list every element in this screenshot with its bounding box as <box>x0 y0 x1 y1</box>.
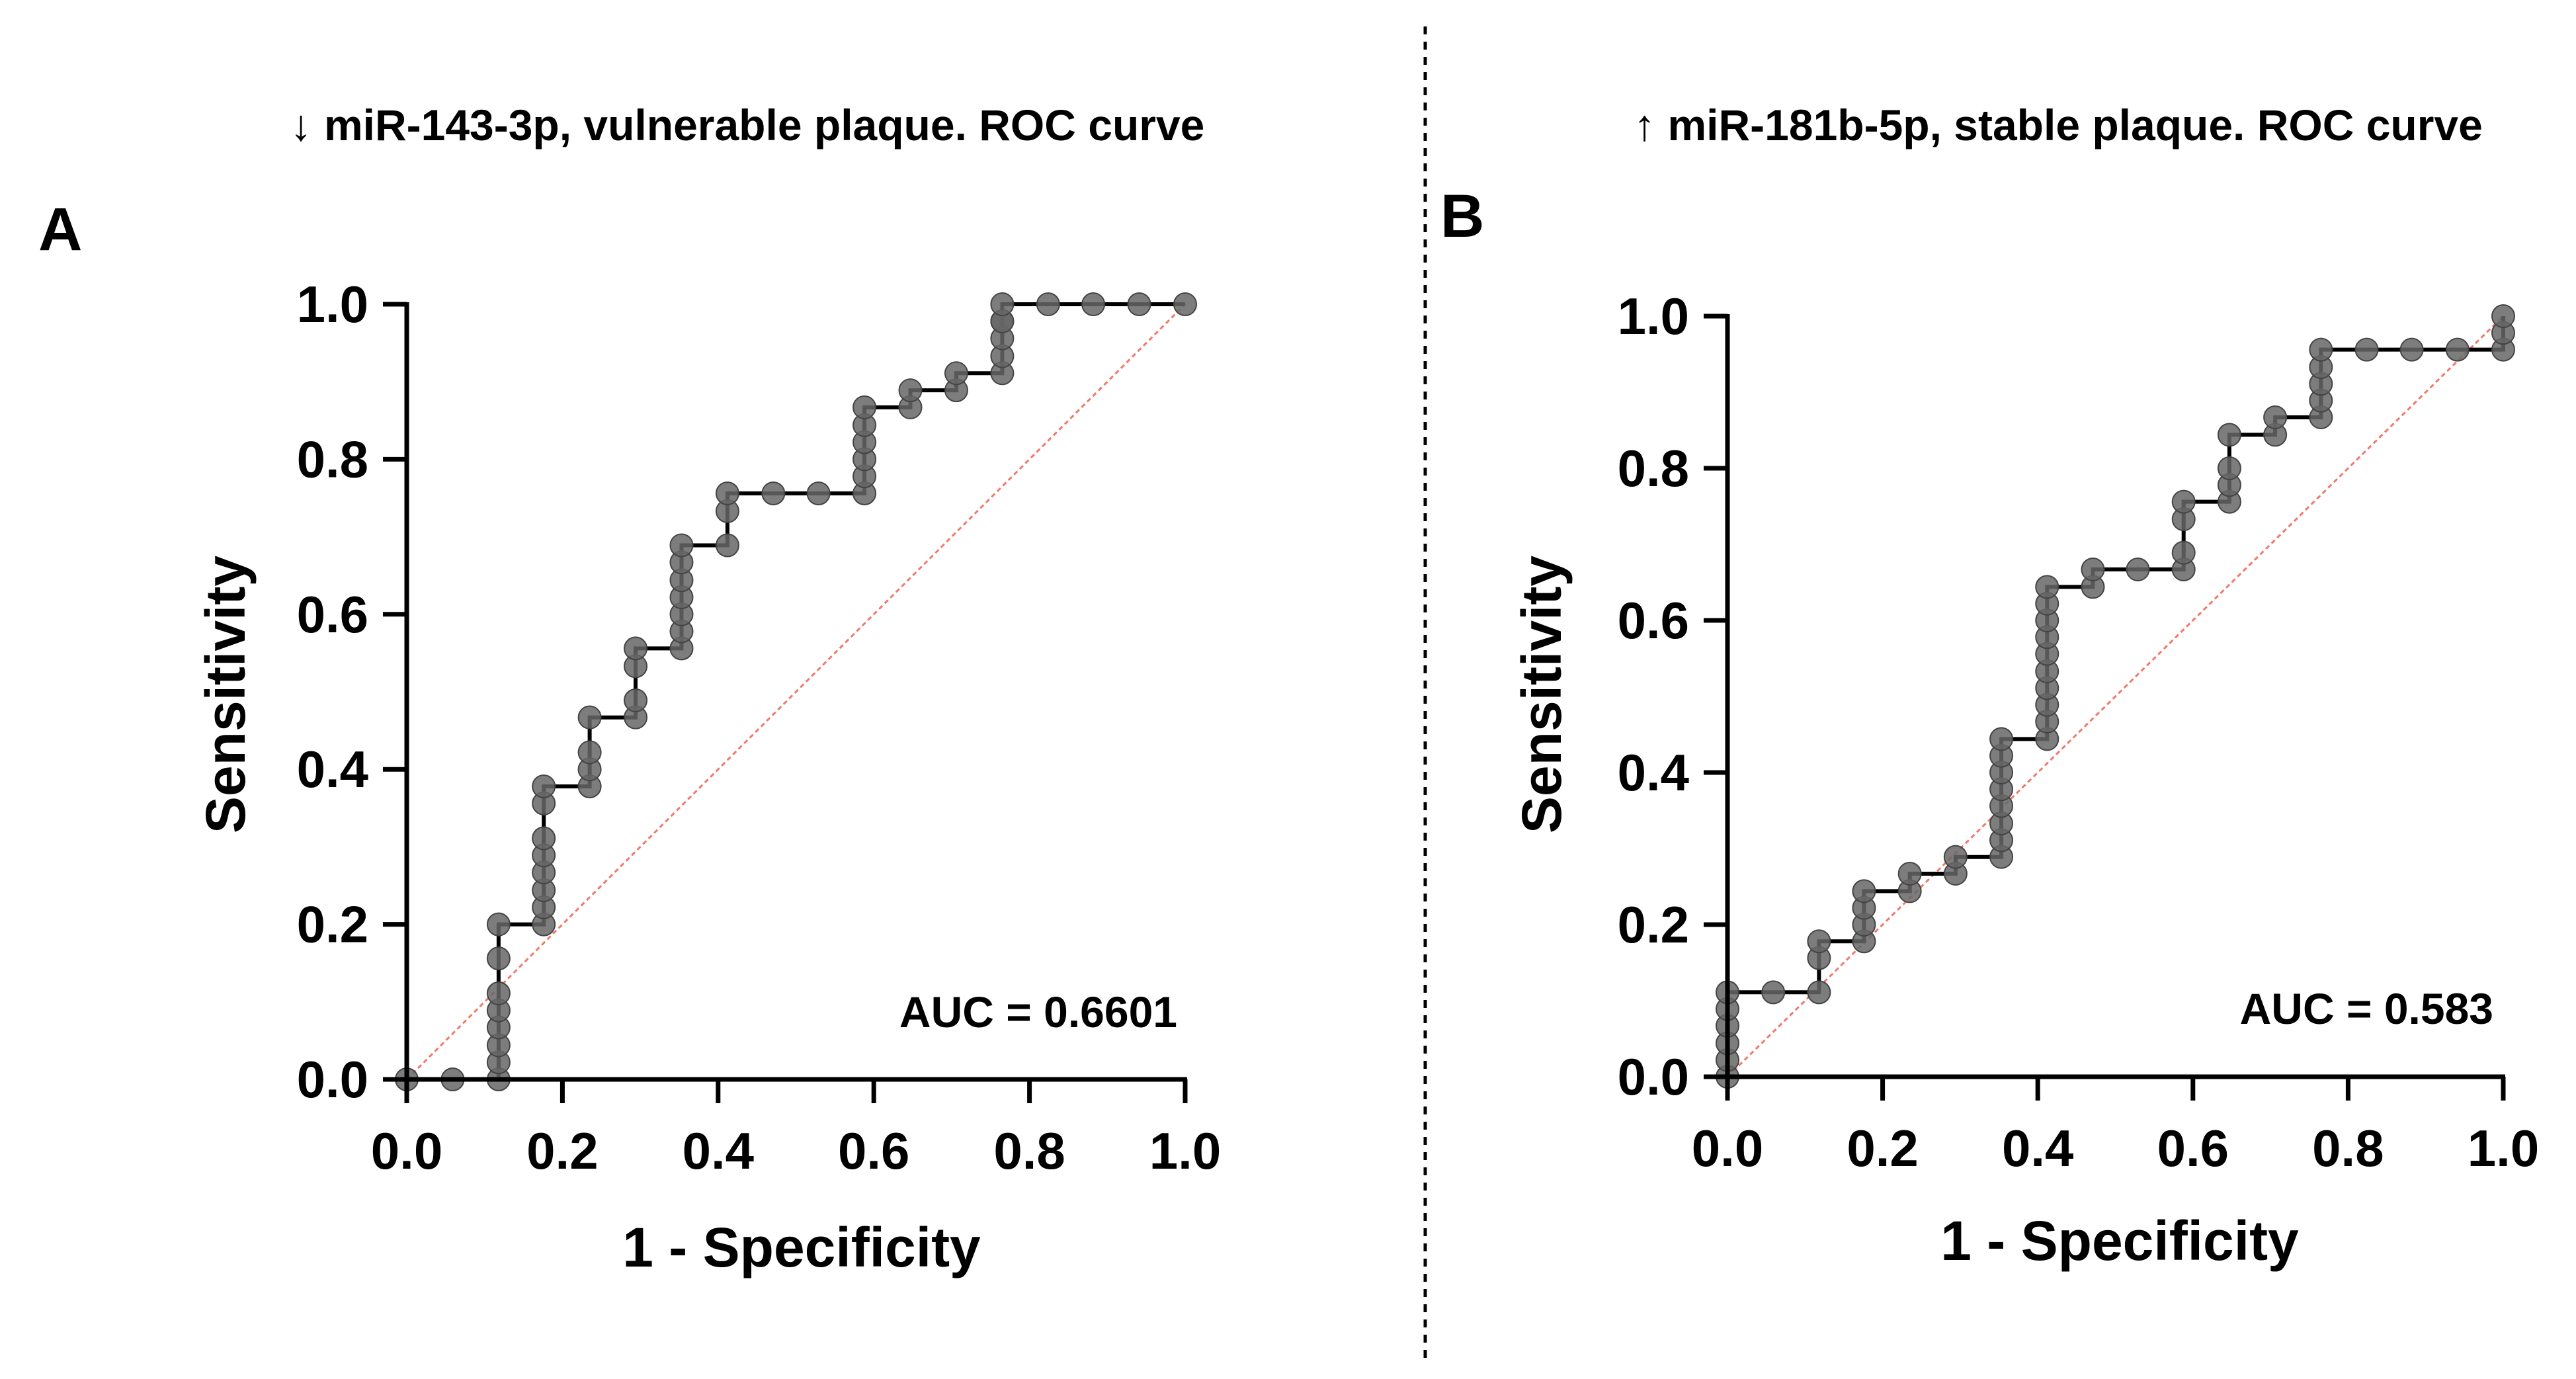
panel-b-roc-point <box>2126 557 2150 581</box>
panel-a-roc-point <box>715 533 739 558</box>
panel-a-plot: 0.0 0.2 0.4 0.6 0.8 1.0 0.0 0.2 0.4 0.6 0.8 1.0 <box>297 275 1222 1180</box>
panel-a-roc-point <box>532 774 556 798</box>
panel-a-y-tick-label: 0.0 <box>297 1050 368 1108</box>
up-arrow-icon: ↑ <box>1634 101 1655 149</box>
panel-b-roc-point <box>2445 337 2470 362</box>
panel-a-roc-point <box>715 481 739 505</box>
panel-a-y-tick-label: 0.8 <box>297 430 368 488</box>
panel-a-roc-point <box>532 826 556 851</box>
panel-a-roc-point <box>761 481 786 505</box>
panel-a-roc-point <box>486 981 511 1005</box>
panel-a-y-tick-label: 0.4 <box>297 740 368 798</box>
panel-a-roc-point <box>669 533 694 558</box>
panel-a: ↓ miR-143-3p, vulnerable plaque. ROC cur… <box>38 101 1221 1278</box>
panel-b: ↑ miR-181b-5p, stable plaque. ROC curve … <box>1440 101 2539 1272</box>
panel-a-roc-point <box>624 688 648 712</box>
panel-b-x-tick-label: 1.0 <box>2468 1119 2539 1177</box>
panel-a-y-tick-label: 0.2 <box>297 896 368 954</box>
panel-b-y-tick-label: 0.4 <box>1618 743 1689 802</box>
panel-b-roc-point <box>2217 456 2241 480</box>
panel-a-x-tick-label: 0.4 <box>683 1122 754 1180</box>
panel-a-roc-point <box>898 378 923 403</box>
panel-b-plot: 0.0 0.2 0.4 0.6 0.8 1.0 0.0 0.2 0.4 0.6 0.8 1.0 <box>1618 287 2540 1177</box>
panel-a-x-axis-label: 1 - Specificity <box>622 1216 981 1278</box>
panel-b-roc-point <box>1943 845 1968 869</box>
panel-b-roc-point <box>2399 337 2424 362</box>
panel-a-label: A <box>38 196 82 263</box>
panel-a-y-tick-label: 0.6 <box>297 585 368 644</box>
panel-a-x-tick-label: 0.6 <box>838 1122 909 1180</box>
panel-b-title-text: miR-181b-5p, stable plaque. ROC curve <box>1668 101 2483 149</box>
panel-a-reference-line <box>405 303 1186 1081</box>
down-arrow-icon: ↓ <box>290 101 312 149</box>
panel-a-roc-point <box>624 636 648 661</box>
panel-a-roc-point <box>806 481 831 505</box>
panel-b-roc-point <box>2171 540 2196 565</box>
panel-b-roc-point <box>2491 304 2515 328</box>
panel-b-title: ↑ miR-181b-5p, stable plaque. ROC curve <box>1634 101 2483 149</box>
panel-b-roc-point <box>1852 879 1876 903</box>
panel-b-x-tick-label: 0.8 <box>2312 1119 2384 1177</box>
panel-a-title: ↓ miR-143-3p, vulnerable plaque. ROC cur… <box>290 101 1205 149</box>
panel-a-roc-point <box>577 740 602 765</box>
panel-a-x-tick-label: 1.0 <box>1149 1122 1221 1180</box>
panel-b-roc-point <box>2217 423 2241 447</box>
panel-b-roc-point <box>2354 337 2379 362</box>
panel-b-roc-point <box>1897 861 1922 886</box>
panel-a-y-axis-label: Sensitivity <box>194 556 257 833</box>
panel-a-roc-point <box>577 705 602 730</box>
panel-a-x-tick-label: 0.8 <box>993 1122 1065 1180</box>
panel-a-y-tick-label: 1.0 <box>297 275 368 333</box>
panel-a-roc-point <box>1081 292 1106 316</box>
panel-b-y-axis-label: Sensitivity <box>1511 556 1573 833</box>
panel-a-title-text: miR-143-3p, vulnerable plaque. ROC curve <box>324 101 1204 149</box>
panel-b-y-tick-label: 0.0 <box>1618 1048 1689 1106</box>
panel-b-roc-point <box>2171 489 2196 514</box>
panel-b-reference-line <box>1726 315 2505 1078</box>
panel-b-roc-point <box>2035 575 2059 599</box>
panel-a-roc-point <box>1173 292 1197 316</box>
panel-a-roc-point <box>1127 292 1151 316</box>
panel-b-roc-point <box>1989 727 2014 751</box>
panel-a-roc-point <box>852 395 877 419</box>
panel-a-x-tick-label: 0.2 <box>526 1122 598 1180</box>
panel-b-roc-point <box>1761 980 1786 1005</box>
panel-a-roc-point <box>990 292 1015 316</box>
panel-a-x-tick-label: 0.0 <box>371 1122 442 1180</box>
panel-b-x-tick-label: 0.2 <box>1847 1119 1918 1177</box>
panel-b-label: B <box>1440 183 1484 250</box>
panel-b-x-tick-label: 0.4 <box>2002 1119 2073 1177</box>
panel-b-x-axis-label: 1 - Specificity <box>1940 1210 2299 1272</box>
panel-b-roc-point <box>1807 980 1831 1005</box>
panel-b-x-tick-label: 0.6 <box>2157 1119 2229 1177</box>
panel-a-roc-point <box>944 361 968 386</box>
panel-a-auc-label: AUC = 0.6601 <box>899 987 1177 1036</box>
panel-a-roc-point <box>1036 292 1060 316</box>
panel-b-y-tick-label: 0.2 <box>1618 896 1689 954</box>
panel-b-x-tick-label: 0.0 <box>1692 1119 1763 1177</box>
panel-b-roc-point <box>1807 929 1831 954</box>
panel-b-roc-point <box>2309 337 2333 362</box>
panel-b-y-tick-label: 1.0 <box>1618 287 1689 345</box>
panel-b-y-tick-label: 0.8 <box>1618 439 1689 497</box>
panel-b-roc-point <box>2081 557 2105 581</box>
panel-b-roc-point <box>2263 405 2288 429</box>
panel-a-roc-point <box>486 946 511 971</box>
panel-b-y-tick-label: 0.6 <box>1618 591 1689 649</box>
panel-b-auc-label: AUC = 0.583 <box>2240 984 2493 1033</box>
panel-a-roc-point <box>486 912 511 937</box>
